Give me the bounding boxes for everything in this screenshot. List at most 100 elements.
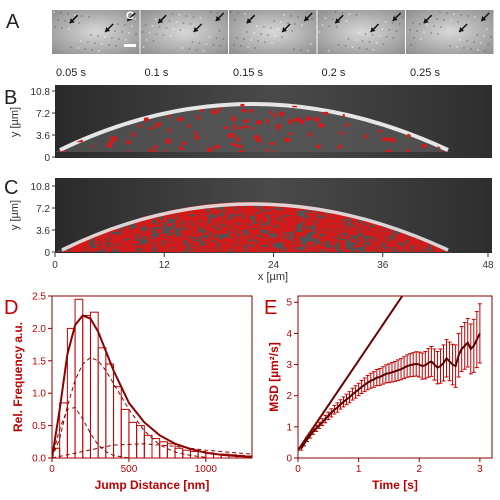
frame-speckle [124, 24, 126, 26]
localization-spot [375, 249, 378, 252]
histogram-bar [97, 347, 107, 458]
frame-speckle [395, 30, 398, 32]
localization-spot [378, 240, 383, 244]
localization-spot [108, 140, 115, 144]
localization-spot [420, 243, 423, 247]
frame-speckle [90, 34, 92, 36]
frame-3 [229, 10, 317, 54]
localization-spot [316, 250, 321, 252]
localization-spot [355, 218, 359, 223]
localization-spot [197, 221, 201, 226]
localization-spot [255, 216, 261, 222]
localization-spot [253, 243, 260, 249]
frame-speckle [355, 14, 358, 16]
panel-e-ylabel: MSD [µm²/s] [267, 342, 281, 412]
localization-spot [73, 245, 80, 250]
localization-spot [333, 230, 339, 235]
localization-spot [237, 144, 243, 149]
localization-spot [261, 239, 266, 243]
localization-spot [297, 116, 301, 120]
localization-spot [441, 151, 445, 152]
frame-speckle [152, 40, 155, 42]
frame-speckle [108, 44, 110, 46]
localization-spot [262, 204, 267, 209]
localization-spot [323, 223, 329, 229]
localization-spot [200, 245, 206, 250]
localization-spot [331, 238, 336, 241]
localization-spot [197, 114, 200, 120]
localization-spot [223, 213, 229, 217]
localization-spot [79, 245, 84, 250]
frame-speckle [254, 47, 256, 49]
localization-spot [404, 245, 410, 250]
frame-speckle [117, 23, 119, 25]
localization-spot [101, 241, 104, 246]
localization-spot [385, 137, 391, 142]
frame-speckle [158, 26, 161, 28]
localization-spot [138, 125, 142, 128]
localization-spot [270, 247, 275, 252]
localization-spot [246, 118, 249, 123]
localization-spot [292, 220, 296, 226]
localization-spot [183, 235, 187, 241]
localization-spot [147, 217, 152, 222]
localization-spot [244, 213, 250, 219]
localization-spot [354, 244, 358, 248]
localization-spot [172, 244, 177, 248]
frame-speckle [419, 23, 421, 25]
y-tick-label: 2 [286, 391, 292, 402]
localization-spot [157, 244, 160, 248]
reference-line [298, 296, 404, 451]
localization-spot [254, 206, 259, 210]
localization-spot [328, 251, 331, 252]
localization-spot [192, 250, 197, 252]
frame-speckle [237, 12, 239, 14]
frame-speckle [236, 37, 238, 39]
frame-speckle [250, 39, 252, 41]
localization-spot [253, 232, 259, 235]
localization-spot [335, 219, 340, 224]
localization-spot [104, 234, 107, 238]
localization-spot [78, 244, 84, 247]
localization-spot [170, 222, 174, 226]
localization-spot [285, 217, 288, 222]
localization-spot [111, 242, 114, 246]
panel-c-yticks: 10.8 7.2 3.6 0 [31, 182, 55, 259]
localization-spot [193, 247, 198, 252]
frame-speckle [188, 48, 191, 50]
localization-spot [320, 239, 326, 243]
localization-spot [253, 250, 259, 252]
localization-spot [344, 236, 348, 241]
localization-spot [169, 251, 173, 252]
localization-spot [179, 146, 184, 150]
localization-spot [310, 214, 313, 218]
localization-spot [357, 223, 363, 227]
localization-spot [321, 223, 326, 227]
localization-spot [304, 246, 307, 251]
localization-spot [148, 240, 152, 244]
localization-spot [133, 227, 139, 232]
frame-speckle [60, 12, 62, 14]
frame-speckle [490, 36, 492, 38]
localization-spot [214, 249, 219, 252]
localization-spot [247, 235, 253, 238]
y-tick-label: 0.5 [32, 421, 46, 432]
localization-spot [167, 128, 171, 133]
localization-spot [310, 219, 314, 223]
localization-spot [148, 127, 153, 130]
localization-spot [317, 243, 322, 247]
panel-e: E 0 1 2 3 0 1 2 3 4 5 Time [s] MSD [µm²/s] [264, 295, 493, 492]
frame-speckle [67, 13, 69, 15]
localization-spot [201, 248, 205, 252]
localization-spot [246, 220, 253, 224]
localization-spot [224, 244, 231, 249]
localization-spot [378, 228, 384, 233]
localization-spot [172, 240, 178, 246]
localization-spot [295, 117, 301, 122]
localization-spot [238, 150, 245, 152]
panel-a: A 0.05 s 0.1 s 0.15 s 0.2 s 0.25 s C [6, 10, 494, 79]
localization-spot [207, 147, 213, 152]
histogram-bar [89, 311, 99, 458]
arrow-head-icon [459, 27, 465, 32]
